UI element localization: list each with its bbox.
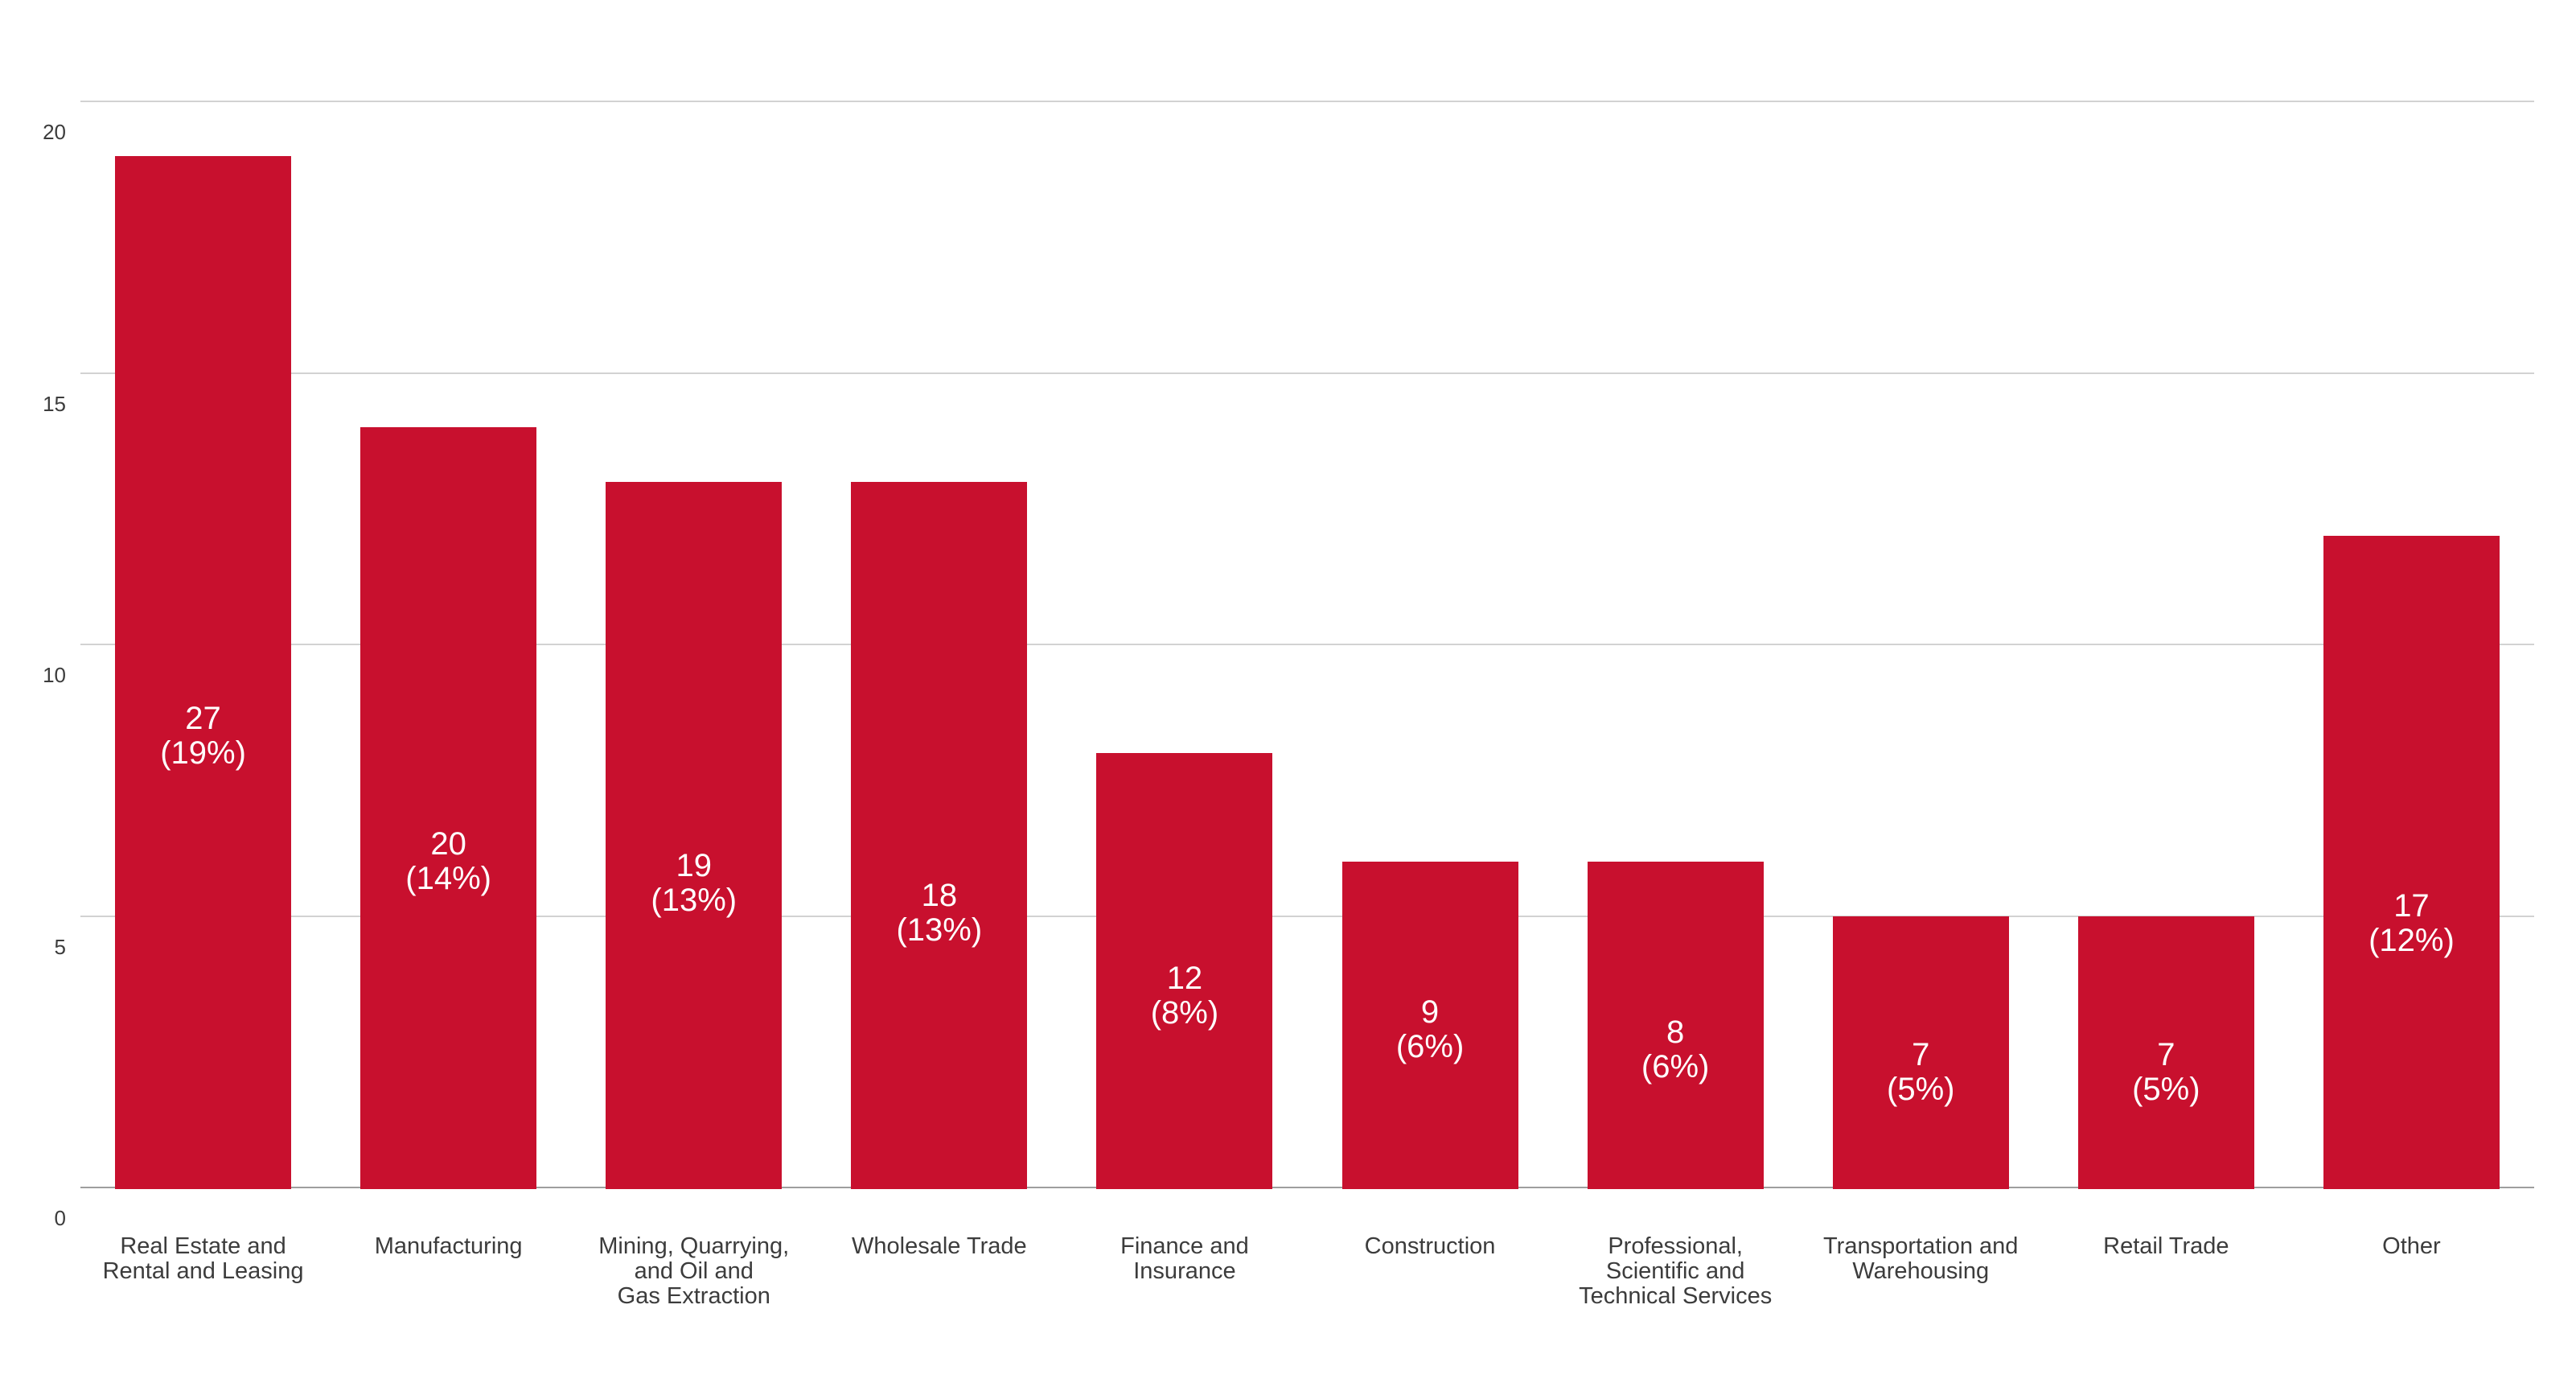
bar [115, 155, 292, 1189]
bar-value-label: 7 (5%) [1833, 1038, 2009, 1107]
bar-value-label: 9 (6%) [1342, 994, 1518, 1064]
x-axis-category-label-line: Rental and Leasing [102, 1258, 304, 1284]
bar-percent-label: (13%) [651, 883, 737, 919]
bar-count-label: 19 [676, 848, 713, 884]
y-axis-tick-label: 5 [54, 934, 66, 959]
gridline [80, 101, 2534, 102]
x-axis-category-label: Mining, Quarrying, and Oil and Gas Extract… [555, 1234, 832, 1309]
bar-value-label: 7 (5%) [2078, 1036, 2254, 1107]
y-axis-tick-label: 10 [43, 663, 66, 687]
x-axis-category-label: Wholesale Trade [800, 1234, 1078, 1259]
bar [1832, 916, 2009, 1189]
x-axis-category-label-line: Real Estate and [120, 1233, 286, 1259]
bar-value-label: 18 (13%) [851, 877, 1027, 948]
bar-value-label: 27 (19%) [115, 702, 291, 771]
x-axis-category-label-line: Technical Services [1579, 1283, 1773, 1309]
y-axis-tick-label: 20 [43, 120, 66, 144]
gridline [80, 915, 2534, 917]
x-axis-category-label: Retail Trade [2028, 1234, 2305, 1259]
bar-percent-label: (5%) [2132, 1071, 2200, 1107]
x-axis-category-label-line: Mining, Quarrying, [598, 1233, 790, 1259]
bar-value-label: 17 (12%) [2323, 889, 2500, 958]
x-axis-category-label-line: Construction [1364, 1233, 1496, 1259]
bar-count-label: 27 [185, 701, 221, 737]
x-axis-category-label-line: Transportation and [1823, 1233, 2019, 1259]
bar-count-label: 9 [1420, 994, 1440, 1030]
x-axis-category-label: Real Estate and Rental and Leasing [64, 1234, 342, 1284]
x-axis-category-label: Construction [1292, 1234, 1569, 1259]
bar-value-label: 12 (8%) [1096, 961, 1272, 1031]
bar-count-label: 12 [1166, 960, 1203, 996]
bar [2077, 916, 2254, 1189]
x-axis-category-label: Other [2273, 1234, 2550, 1259]
bar [360, 427, 537, 1189]
bar-value-label: 20 (14%) [360, 825, 536, 896]
x-axis-category-label-line: Wholesale Trade [852, 1233, 1027, 1259]
bar-count-label: 20 [430, 825, 466, 862]
bar-value-label: 19 (13%) [606, 849, 782, 918]
x-axis-category-label-line: Gas Extraction [617, 1283, 770, 1309]
bar [2323, 536, 2500, 1189]
y-axis-tick-label: 0 [54, 1206, 66, 1230]
bar-percent-label: (6%) [1395, 1028, 1465, 1064]
x-axis-category-label-line: Finance and [1120, 1233, 1249, 1259]
x-axis-category-label-line: Retail Trade [2103, 1233, 2229, 1259]
x-axis-category-label-line: Scientific and [1605, 1258, 1745, 1284]
x-axis-category-label-line: Warehousing [1852, 1258, 1990, 1284]
bar-count-label: 7 [1912, 1037, 1930, 1073]
x-axis-category-label-line: Professional, [1608, 1233, 1743, 1259]
y-axis-tick-label: 15 [43, 391, 66, 416]
x-axis-category-label-line: Insurance [1133, 1258, 1236, 1284]
x-axis-category-label-line: and Oil and [634, 1258, 754, 1284]
bar [1096, 753, 1273, 1189]
gridline [80, 372, 2534, 374]
bar-percent-label: (19%) [160, 735, 246, 772]
x-axis-category-label: Transportation and Warehousing [1782, 1234, 2060, 1284]
x-axis-category-label: Professional, Scientific and Technical Ser… [1537, 1234, 1814, 1309]
bar [851, 481, 1028, 1189]
x-axis-category-label: Finance and Insurance [1046, 1234, 1323, 1284]
bar-percent-label: (12%) [2369, 923, 2455, 959]
bar-count-label: 7 [2157, 1036, 2175, 1072]
x-axis-category-label-line: Manufacturing [374, 1233, 523, 1259]
bar-percent-label: (8%) [1150, 994, 1219, 1031]
axis-baseline [80, 1187, 2534, 1188]
x-axis-category-label-line: Other [2382, 1233, 2441, 1259]
bar-percent-label: (5%) [1887, 1072, 1955, 1108]
bar-percent-label: (13%) [896, 912, 983, 948]
gridline [80, 644, 2534, 645]
bar-count-label: 18 [921, 877, 958, 913]
bar-percent-label: (14%) [405, 860, 491, 896]
bar-value-label: 8 (6%) [1588, 1015, 1764, 1084]
bar-count-label: 17 [2393, 888, 2430, 924]
x-axis-category-label: Manufacturing [310, 1234, 587, 1259]
bar [1587, 862, 1764, 1189]
bar-percent-label: (6%) [1641, 1049, 1710, 1085]
bar [606, 481, 783, 1189]
bar [1341, 862, 1518, 1189]
bar-count-label: 8 [1666, 1015, 1685, 1051]
